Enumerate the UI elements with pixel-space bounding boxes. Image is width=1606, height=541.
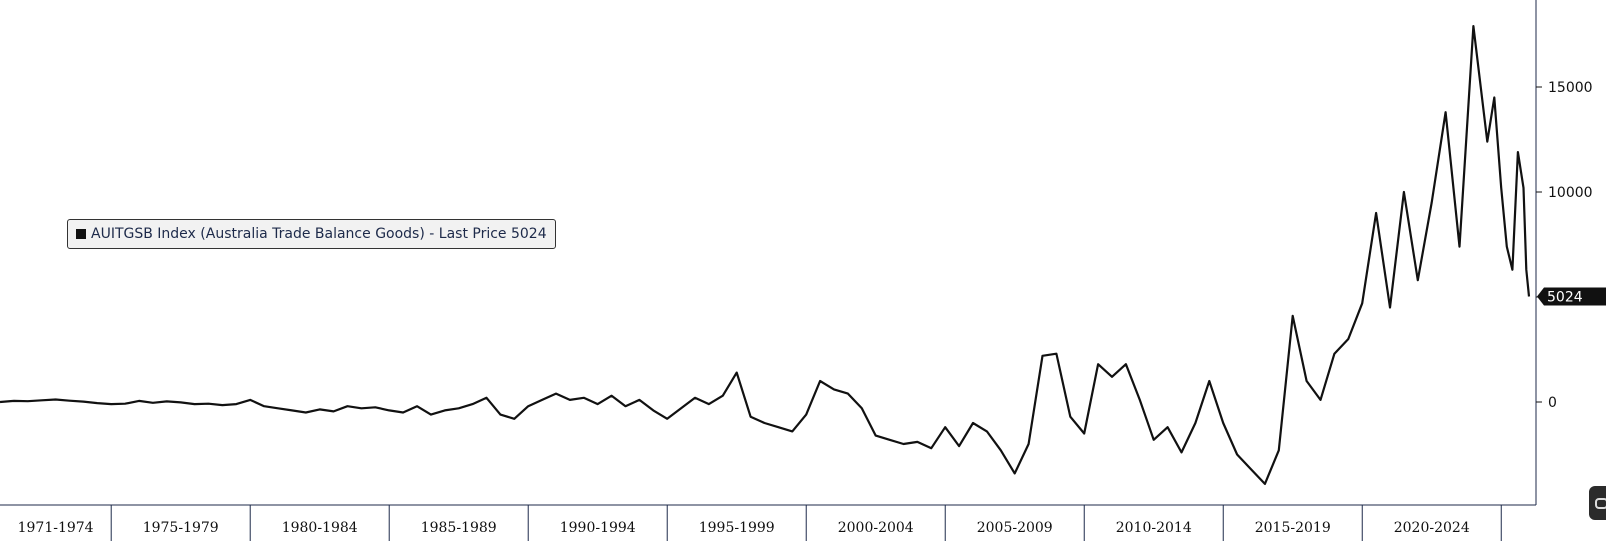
y-tick-label: 0 [1548,395,1557,411]
legend-swatch-icon [76,229,86,239]
x-tick-label: 1990-1994 [560,520,636,536]
x-tick-label: 1971-1974 [18,520,94,536]
x-tick-label: 2005-2009 [977,520,1053,536]
x-tick-label: 1995-1999 [699,520,775,536]
x-tick-label: 2020-2024 [1394,520,1470,536]
last-price-tag-label: 5024 [1547,289,1583,305]
series-line [0,25,1531,485]
x-tick-label: 1975-1979 [143,520,219,536]
y-tick-label: 15000 [1548,80,1593,96]
last-price-tag: 5024 [1537,287,1606,306]
last-price-tag-bg [1537,287,1606,306]
x-tick-label: 1980-1984 [282,520,358,536]
side-panel-toggle-icon[interactable] [1589,486,1606,520]
legend-label: AUITGSB Index (Australia Trade Balance G… [91,226,547,242]
y-tick-label: 10000 [1548,185,1593,201]
x-tick-label: 2015-2019 [1255,520,1331,536]
x-tick-label: 2010-2014 [1116,520,1192,536]
x-tick-label: 2000-2004 [838,520,914,536]
plot-area [0,25,1531,485]
legend-box: AUITGSB Index (Australia Trade Balance G… [67,219,556,249]
x-tick-label: 1985-1989 [421,520,497,536]
